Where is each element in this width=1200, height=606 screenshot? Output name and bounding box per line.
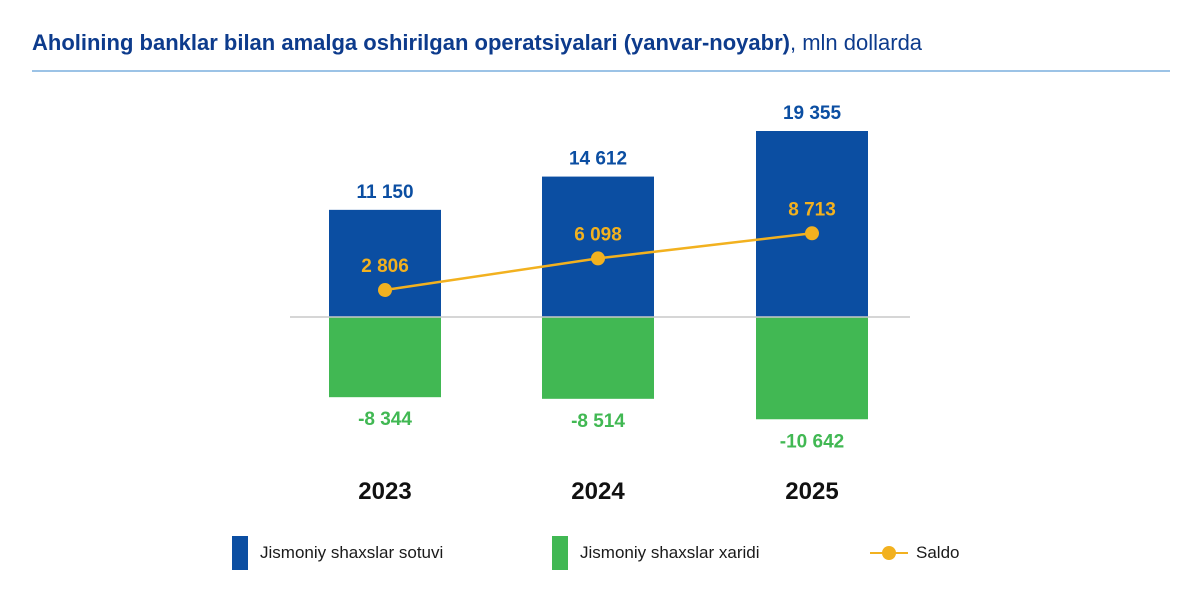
bar-sales-2024 [542, 176, 654, 317]
data-label-sales-2025: 19 355 [783, 103, 842, 124]
saldo-point-2025 [805, 226, 819, 241]
data-label-purchases-2023: -8 344 [358, 409, 412, 430]
data-label-purchases-2025: -10 642 [780, 431, 844, 452]
chart-plot: 11 150 -8 344 2023 14 612 -8 514 2024 19 355 -1… [290, 103, 910, 505]
data-label-sales-2023: 11 150 [356, 182, 413, 203]
data-label-sales-2024: 14 612 [569, 149, 627, 170]
bar-purchases-2023 [329, 317, 441, 398]
legend-swatch-sales [232, 536, 248, 570]
data-label-purchases-2024: -8 514 [571, 411, 625, 432]
data-label-saldo-2023: 2 806 [361, 256, 409, 277]
chart-title-unit: , mln dollarda [789, 30, 923, 55]
legend-label-saldo: Saldo [916, 543, 960, 562]
x-tick-label-2023: 2023 [358, 478, 411, 505]
legend: Jismoniy shaxslar sotuvi Jismoniy shaxsl… [0, 536, 1200, 576]
legend-label-purchases: Jismoniy shaxslar xaridi [580, 543, 760, 562]
legend-swatch-saldo [870, 536, 908, 570]
chart-title-main: Aholining banklar bilan amalga oshirilga… [32, 30, 790, 55]
bar-sales-2023 [329, 209, 441, 317]
legend-item-purchases: Jismoniy shaxslar xaridi [552, 536, 760, 570]
data-label-saldo-2025: 8 713 [788, 199, 836, 220]
bar-sales-2025 [756, 131, 868, 317]
bar-purchases-2024 [542, 317, 654, 399]
saldo-point-2023 [378, 283, 392, 298]
data-label-saldo-2024: 6 098 [574, 224, 622, 245]
legend-item-saldo: Saldo [870, 536, 959, 570]
bar-purchases-2025 [756, 317, 868, 420]
legend-label-sales: Jismoniy shaxslar sotuvi [260, 543, 444, 562]
legend-item-sales: Jismoniy shaxslar sotuvi [232, 536, 443, 570]
x-tick-label-2024: 2024 [571, 478, 625, 505]
title-divider [32, 70, 1170, 72]
x-tick-label-2025: 2025 [785, 478, 838, 505]
chart-title: Aholining banklar bilan amalga oshirilga… [32, 30, 922, 56]
legend-swatch-purchases [552, 536, 568, 570]
saldo-point-2024 [591, 251, 605, 266]
